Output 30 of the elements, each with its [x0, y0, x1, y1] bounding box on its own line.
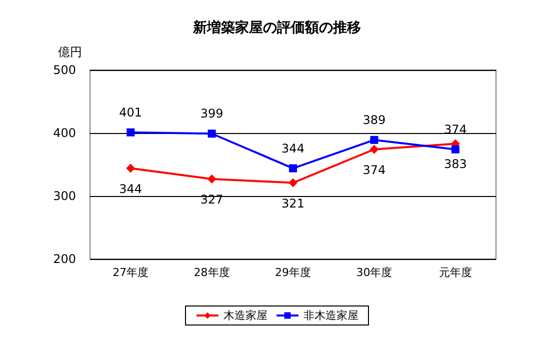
data-label: 344 — [119, 182, 142, 196]
y-tick-label: 500 — [53, 63, 76, 77]
data-label: 401 — [119, 105, 142, 120]
point — [370, 136, 378, 144]
point — [126, 164, 136, 173]
x-tick-label: 29年度 — [275, 266, 311, 279]
x-tick-label: 30年度 — [356, 266, 392, 279]
point — [207, 174, 216, 184]
y-tick-label: 300 — [53, 189, 76, 203]
data-label: 344 — [282, 141, 304, 156]
y-tick-label: 200 — [53, 252, 76, 266]
x-tick-label: 元年度 — [438, 266, 472, 279]
data-label: 374 — [362, 162, 386, 177]
y-tick-label: 400 — [53, 126, 76, 140]
chart-title: 新増築家屋の評価額の推移 — [192, 19, 361, 36]
point — [289, 164, 297, 172]
point — [288, 178, 298, 188]
x-tick-label: 28年度 — [194, 266, 230, 279]
y-axis-title: 億円 — [58, 45, 82, 59]
point — [126, 128, 135, 136]
data-label: 399 — [200, 106, 224, 121]
point — [451, 145, 460, 154]
legend-label: 木造家屋 — [224, 309, 268, 322]
data-label: 389 — [362, 112, 386, 127]
legend-label: 非木造家屋 — [304, 309, 358, 322]
point — [208, 130, 216, 138]
point — [370, 144, 379, 154]
data-label: 321 — [282, 196, 304, 210]
data-label: 383 — [444, 157, 467, 172]
x-tick-label: 27年度 — [112, 266, 149, 279]
